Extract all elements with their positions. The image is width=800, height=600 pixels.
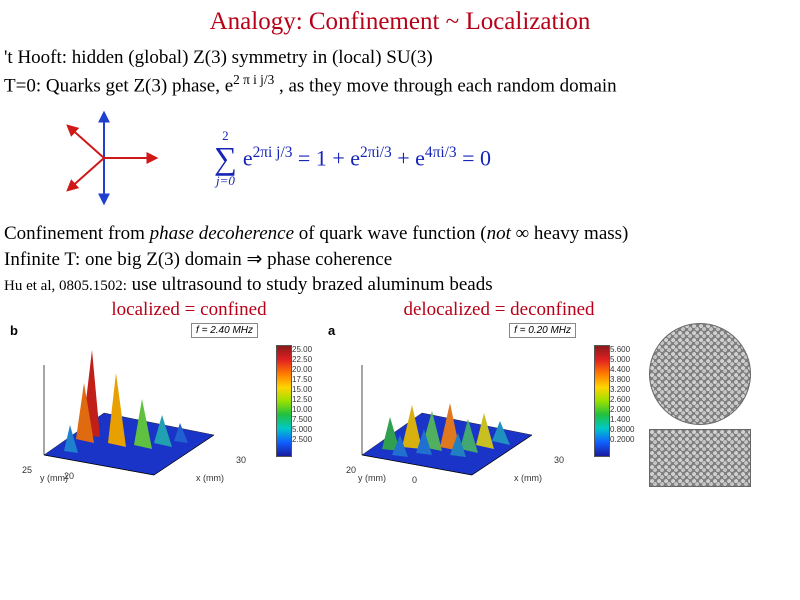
z3-arrows-diagram xyxy=(44,108,164,208)
l3d: not xyxy=(487,223,511,244)
eq-lower-bound: j=0 xyxy=(216,174,235,187)
line2-pre: T=0: Quarks get Z(3) phase, e xyxy=(4,75,233,96)
surface-plot-localized: b f = 2.40 MHz y (mm) x (mm) 25 20 30 xyxy=(4,323,264,483)
page-title: Analogy: Confinement ~ Localization xyxy=(4,8,796,36)
colorbar-right xyxy=(594,345,610,457)
localization-labels: localized = confined delocalized = decon… xyxy=(4,299,796,321)
ylabel-right: y (mm) xyxy=(358,473,386,483)
line-ref: Hu et al, 0805.1502: use ultrasound to s… xyxy=(4,273,796,297)
l3b: phase decoherence xyxy=(150,223,294,244)
sigma-symbol: ∑ xyxy=(214,142,237,174)
l3c: of quark wave function ( xyxy=(294,223,487,244)
eq-plus: + e xyxy=(392,145,425,170)
line2-post: , as they move through each random domai… xyxy=(274,75,616,96)
sum-equation: 2 ∑ j=0 e2πi j/3 = 1 + e2πi/3 + e4πi/3 =… xyxy=(214,129,491,187)
line-thooft: 't Hooft: hidden (global) Z(3) symmetry … xyxy=(4,46,796,70)
bead-closeup-image xyxy=(649,429,751,487)
colorbar-ticks-left: 25.00 22.50 20.00 17.50 15.00 12.50 10.0… xyxy=(292,345,312,457)
line-infinite-t: Infinite T: one big Z(3) domain ⇒ phase … xyxy=(4,248,796,272)
eq-r1: 2πi/3 xyxy=(360,144,392,161)
bead-disc-image xyxy=(649,323,751,425)
line-confinement: Confinement from phase decoherence of qu… xyxy=(4,222,796,246)
eq-r2: 4πi/3 xyxy=(425,144,457,161)
eq-lhs-exp: 2πi j/3 xyxy=(253,144,293,161)
eq-tail: = 0 xyxy=(457,145,491,170)
xlabel-left: x (mm) xyxy=(196,473,224,483)
line-t0: T=0: Quarks get Z(3) phase, e2 π i j/3 ,… xyxy=(4,72,796,98)
colorbar-left xyxy=(276,345,292,457)
label-delocalized: delocalized = deconfined xyxy=(344,299,654,321)
l3e: ∞ heavy mass) xyxy=(511,223,629,244)
xlabel-right: x (mm) xyxy=(514,473,542,483)
surface-plot-delocalized: a f = 0.20 MHz y (mm) x (mm) 20 0 30 xyxy=(322,323,582,483)
ref-post: use ultrasound to study brazed aluminum … xyxy=(127,274,493,295)
label-localized: localized = confined xyxy=(34,299,344,321)
figures-row: b f = 2.40 MHz y (mm) x (mm) 25 20 30 25… xyxy=(4,323,796,487)
bead-photos xyxy=(649,323,751,487)
eq-eq1: = 1 + e xyxy=(292,145,360,170)
colorbar-ticks-right: 5.600 5.000 4.400 3.800 3.200 2.600 2.00… xyxy=(610,345,634,457)
l3a: Confinement from xyxy=(4,223,150,244)
middle-row: 2 ∑ j=0 e2πi j/3 = 1 + e2πi/3 + e4πi/3 =… xyxy=(44,108,796,208)
ref-cite: Hu et al, 0805.1502: xyxy=(4,278,127,294)
line2-exp: 2 π i j/3 xyxy=(233,72,274,87)
